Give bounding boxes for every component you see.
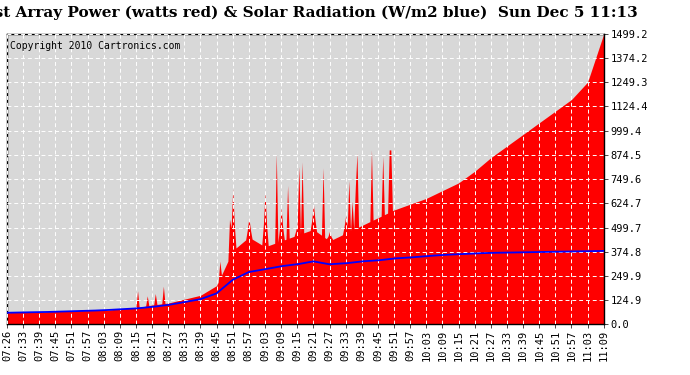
Text: West Array Power (watts red) & Solar Radiation (W/m2 blue)  Sun Dec 5 11:13: West Array Power (watts red) & Solar Rad… [0,6,638,20]
Text: Copyright 2010 Cartronics.com: Copyright 2010 Cartronics.com [10,41,180,51]
